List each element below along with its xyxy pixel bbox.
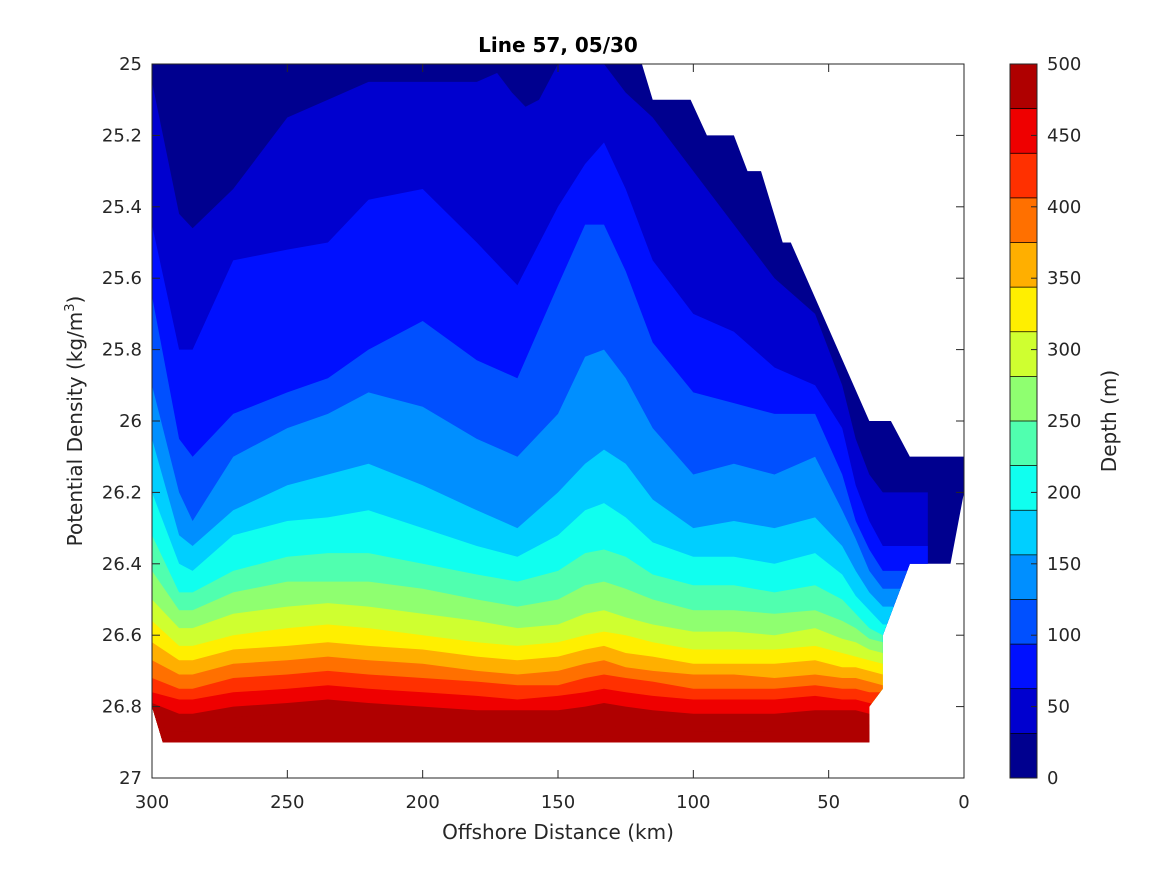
x-axis-label: Offshore Distance (km) (442, 820, 674, 844)
colorbar: 0 50 100 150 200 250 300 350 400 450 500 (1009, 54, 1081, 789)
y-tick-label: 26.4 (102, 554, 142, 575)
y-tick-label: 25.4 (102, 197, 142, 218)
y-tick-label: 26.8 (102, 697, 142, 718)
colorbar-tick-label: 150 (1047, 554, 1081, 575)
y-axis-label-main: Potential Density (kg/m (63, 312, 87, 547)
colorbar-segment (1010, 465, 1037, 511)
y-axis-label-end: ) (63, 296, 87, 304)
colorbar-segment (1010, 153, 1037, 199)
y-axis: 25 25.2 25.4 25.6 25.8 26 26.2 26.4 26.6 26.8 27 (102, 54, 964, 789)
y-tick-label: 27 (119, 768, 142, 789)
colorbar-tick-label: 0 (1047, 768, 1058, 789)
y-tick-label: 26.6 (102, 625, 142, 646)
colorbar-tick-label: 500 (1047, 54, 1081, 75)
x-tick-label: 300 (135, 792, 169, 813)
colorbar-segment (1010, 376, 1037, 422)
colorbar-segment (1010, 64, 1037, 110)
colorbar-tick-label: 450 (1047, 125, 1081, 146)
colorbar-tick-label: 200 (1047, 482, 1081, 503)
y-tick-label: 25.6 (102, 268, 142, 289)
colorbar-segment (1010, 733, 1037, 779)
colorbar-segment (1010, 287, 1037, 333)
colorbar-tick-label: 100 (1047, 625, 1081, 646)
colorbar-segment (1010, 644, 1037, 690)
colorbar-segment (1010, 331, 1037, 377)
x-tick-label: 150 (541, 792, 575, 813)
colorbar-label: Depth (m) (1097, 370, 1121, 472)
x-axis: 300 250 200 150 100 50 0 (135, 64, 970, 813)
contour-fills (152, 64, 964, 743)
colorbar-tick-label: 250 (1047, 411, 1081, 432)
x-tick-label: 200 (405, 792, 439, 813)
y-tick-label: 25 (119, 54, 142, 75)
y-axis-label: Potential Density (kg/m3) (63, 296, 87, 547)
y-tick-label: 25.8 (102, 340, 142, 361)
x-tick-label: 250 (270, 792, 304, 813)
x-tick-label: 0 (958, 792, 969, 813)
colorbar-segment (1010, 108, 1037, 154)
colorbar-tick-label: 400 (1047, 197, 1081, 218)
x-tick-label: 50 (817, 792, 840, 813)
contour-patch-0 (490, 64, 558, 107)
x-tick-label: 100 (676, 792, 710, 813)
y-tick-label: 26 (119, 411, 142, 432)
chart-title: Line 57, 05/30 (478, 33, 638, 57)
y-axis-label-superscript: 3 (63, 303, 78, 311)
colorbar-tick-label: 50 (1047, 697, 1070, 718)
contour-patch-1 (909, 456, 964, 518)
colorbar-segment (1010, 197, 1037, 243)
y-tick-label: 25.2 (102, 125, 142, 146)
colorbar-segment (1010, 688, 1037, 734)
colorbar-segment (1010, 599, 1037, 645)
y-tick-label: 26.2 (102, 482, 142, 503)
colorbar-segment (1010, 421, 1037, 467)
colorbar-tick-label: 300 (1047, 340, 1081, 361)
colorbar-segment (1010, 554, 1037, 600)
colorbar-segment (1010, 242, 1037, 288)
colorbar-tick-label: 350 (1047, 268, 1081, 289)
colorbar-segment (1010, 510, 1037, 556)
